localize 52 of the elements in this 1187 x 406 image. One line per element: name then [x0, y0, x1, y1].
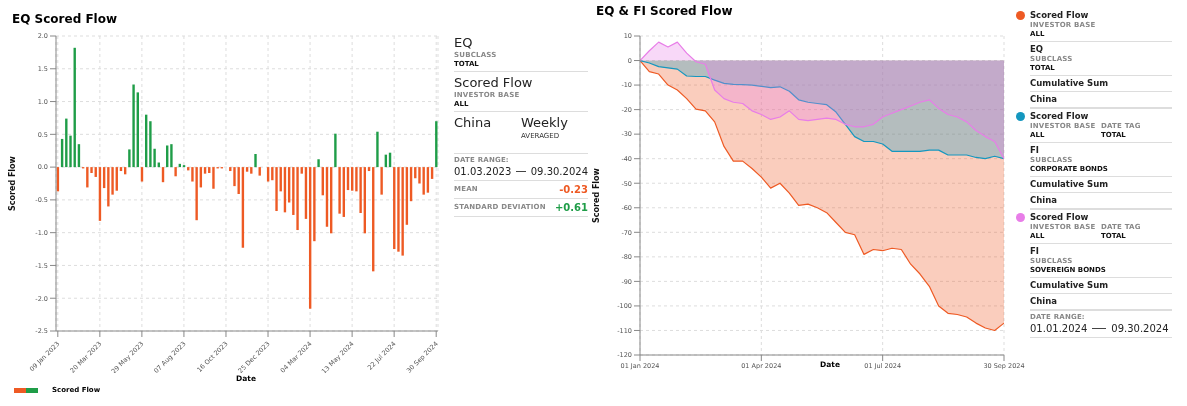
- text: 09.30.2024: [1111, 323, 1169, 334]
- bar: [334, 133, 337, 168]
- bar: [380, 167, 383, 195]
- bar: [254, 154, 257, 168]
- legend-label: Scored Flow: [1030, 111, 1089, 122]
- text: EQ: [1030, 44, 1044, 54]
- text: +0.61: [554, 202, 588, 213]
- bar: [107, 167, 110, 207]
- bar: [65, 118, 68, 168]
- bar: [275, 167, 278, 212]
- bar: [237, 167, 240, 194]
- text: -0.23: [559, 184, 588, 195]
- bar: [258, 167, 261, 176]
- text: Cumulative Sum: [1030, 78, 1109, 88]
- bar: [245, 167, 249, 172]
- bar: [174, 167, 177, 177]
- text: FI: [1030, 246, 1039, 256]
- text: China: [1030, 195, 1057, 205]
- legend-label: Scored Flow: [1030, 212, 1089, 223]
- y-axis-title: Scored Flow: [591, 167, 601, 223]
- bar: [317, 159, 320, 168]
- bar: [359, 167, 362, 213]
- text: 01.03.2023: [454, 166, 512, 177]
- text: 09.30.2024: [530, 166, 588, 177]
- bar: [376, 131, 379, 168]
- bar: [195, 167, 198, 221]
- bar: [170, 144, 173, 168]
- text: China: [454, 115, 492, 130]
- bar: [132, 84, 135, 168]
- bar: [338, 167, 341, 214]
- legend-label: Scored Flow: [1030, 10, 1089, 21]
- text: Scored Flow: [454, 75, 533, 90]
- bar: [313, 167, 316, 242]
- text: Weekly: [521, 115, 568, 130]
- chart-title: EQ Scored Flow: [12, 12, 118, 26]
- bar: [296, 167, 299, 231]
- text: China: [1030, 94, 1057, 104]
- bar: [149, 121, 152, 168]
- bar: [422, 167, 425, 195]
- bar: [250, 167, 253, 174]
- text: China: [1030, 296, 1057, 306]
- y-axis-title: Scored Flow: [7, 155, 17, 211]
- bar: [212, 167, 215, 189]
- chart-title: EQ & FI Scored Flow: [596, 4, 733, 18]
- bar: [86, 167, 89, 188]
- text: Cumulative Sum: [1030, 179, 1109, 189]
- text: EQ: [454, 35, 473, 50]
- bar: [401, 167, 404, 256]
- text: Cumulative Sum: [1030, 280, 1109, 290]
- text: FI: [1030, 145, 1039, 155]
- text: 01.01.2024: [1030, 323, 1088, 334]
- bar: [397, 167, 400, 252]
